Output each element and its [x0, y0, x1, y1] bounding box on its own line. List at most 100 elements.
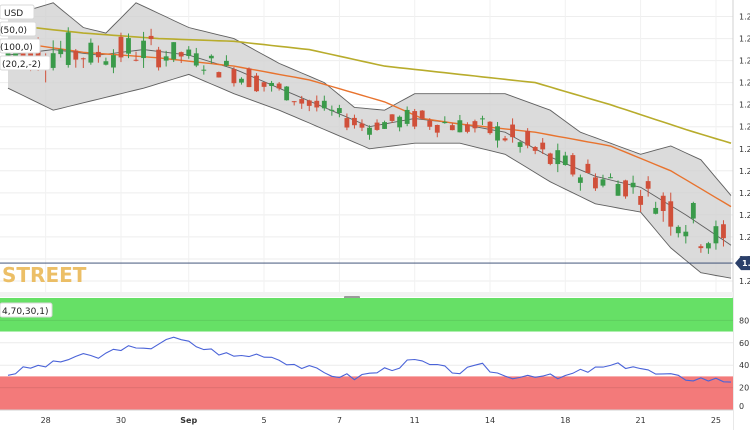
legend-sma50-label: (50,0) [0, 26, 27, 36]
candle-body [171, 42, 177, 60]
candle-body [336, 108, 342, 114]
candle-body [269, 82, 275, 86]
candle-body [638, 195, 644, 205]
candle-body [126, 38, 131, 54]
rsi-y-axis: 80 60 40 20 0 [739, 316, 749, 411]
candle-body [517, 142, 523, 147]
candle-body [608, 177, 613, 179]
rsi-neutral-zone [0, 331, 733, 377]
candle-body [299, 99, 305, 104]
price-tick-label: 1.2 [739, 101, 750, 110]
candle-body [65, 32, 71, 65]
candle-body [525, 130, 531, 146]
candle-body [156, 49, 162, 68]
candle-body [80, 58, 86, 60]
candle-body [261, 82, 267, 87]
candle-body [141, 40, 146, 59]
x-tick-label: 30 [116, 416, 126, 425]
candle-body [690, 202, 696, 219]
x-tick-label: 5 [262, 416, 267, 425]
current-price-tag [735, 256, 750, 271]
candle-body [306, 100, 312, 106]
candle-body [480, 118, 485, 120]
candle-body [434, 124, 440, 133]
candle-body [118, 36, 124, 58]
candle-body [314, 100, 320, 108]
candle-body [382, 122, 387, 129]
rsi-tick-label: 60 [739, 339, 749, 348]
legend-box-sma100 [0, 38, 41, 54]
legend-box-bollinger [0, 55, 51, 71]
legend-box-sma50 [0, 21, 37, 37]
candle-body [201, 69, 207, 71]
candle-body [419, 110, 425, 119]
candle-body [600, 179, 606, 186]
candle-body [653, 207, 659, 214]
candle-body [284, 86, 290, 101]
current-price-label: 1.2 [742, 259, 750, 268]
candle-body [487, 121, 493, 134]
candle-body [231, 69, 237, 84]
candle-body [404, 109, 410, 124]
x-axis-background [0, 410, 733, 430]
legend-bollinger-label: (20,2,-2) [2, 60, 41, 70]
price-tick-label: 1.2 [739, 277, 750, 286]
rsi-oversold-zone [0, 376, 733, 410]
candle-body [133, 59, 139, 61]
candle-body [721, 224, 726, 239]
candle-body [532, 147, 538, 151]
candle-body [495, 126, 500, 141]
candle-body [623, 180, 628, 197]
candle-body [50, 53, 56, 68]
price-tick-label: 1.2 [739, 211, 750, 220]
candle-body [668, 201, 674, 227]
bollinger-lower-band [7, 73, 732, 279]
candle-body [705, 243, 711, 249]
candle-body [193, 53, 199, 66]
watermark-text: STREET [2, 263, 87, 287]
candle-body [5, 52, 11, 56]
pane-separator [0, 292, 733, 297]
candle-body [645, 181, 651, 189]
candle-body [442, 121, 448, 124]
candle-body [163, 56, 169, 61]
candle-body [58, 49, 64, 55]
candle-body [615, 184, 621, 196]
price-tick-label: 1.2 [739, 35, 750, 44]
candle-body [276, 83, 282, 89]
price-tick-label: 1.2 [739, 13, 750, 22]
candle-body [660, 195, 666, 211]
rsi-tick-label: 20 [739, 384, 749, 393]
x-tick-label: 11 [410, 416, 420, 425]
x-tick-label: 14 [485, 416, 495, 425]
candle-body [412, 111, 418, 127]
candle-body [464, 124, 470, 132]
candle-body [178, 52, 184, 57]
candle-body [547, 153, 553, 164]
x-tick-label: 28 [41, 416, 51, 425]
candle-body [427, 120, 433, 127]
candle-body [675, 226, 681, 234]
bollinger-fill [8, 2, 731, 279]
candle-body [683, 231, 689, 237]
axis-background [733, 0, 750, 430]
candle-body [562, 155, 568, 165]
candle-body [186, 49, 192, 57]
candle-body [585, 163, 591, 173]
price-tick-label: 1.2 [739, 57, 750, 66]
candle-body [457, 120, 463, 133]
candle-body [630, 182, 636, 188]
x-axis: 28 30 Sep 5 7 11 14 18 21 25 [0, 409, 733, 430]
x-tick-label: 21 [636, 416, 646, 425]
candle-body [502, 138, 508, 141]
legend-box-symbol [0, 4, 35, 20]
candle-body [239, 78, 244, 83]
rsi-plot-area [0, 298, 733, 410]
candle-body [329, 109, 335, 111]
candle-body [389, 114, 395, 121]
bollinger-upper-band [7, 2, 732, 196]
price-tick-label: 1.2 [739, 145, 750, 154]
candle-body [698, 246, 704, 249]
candle-body [344, 118, 350, 128]
